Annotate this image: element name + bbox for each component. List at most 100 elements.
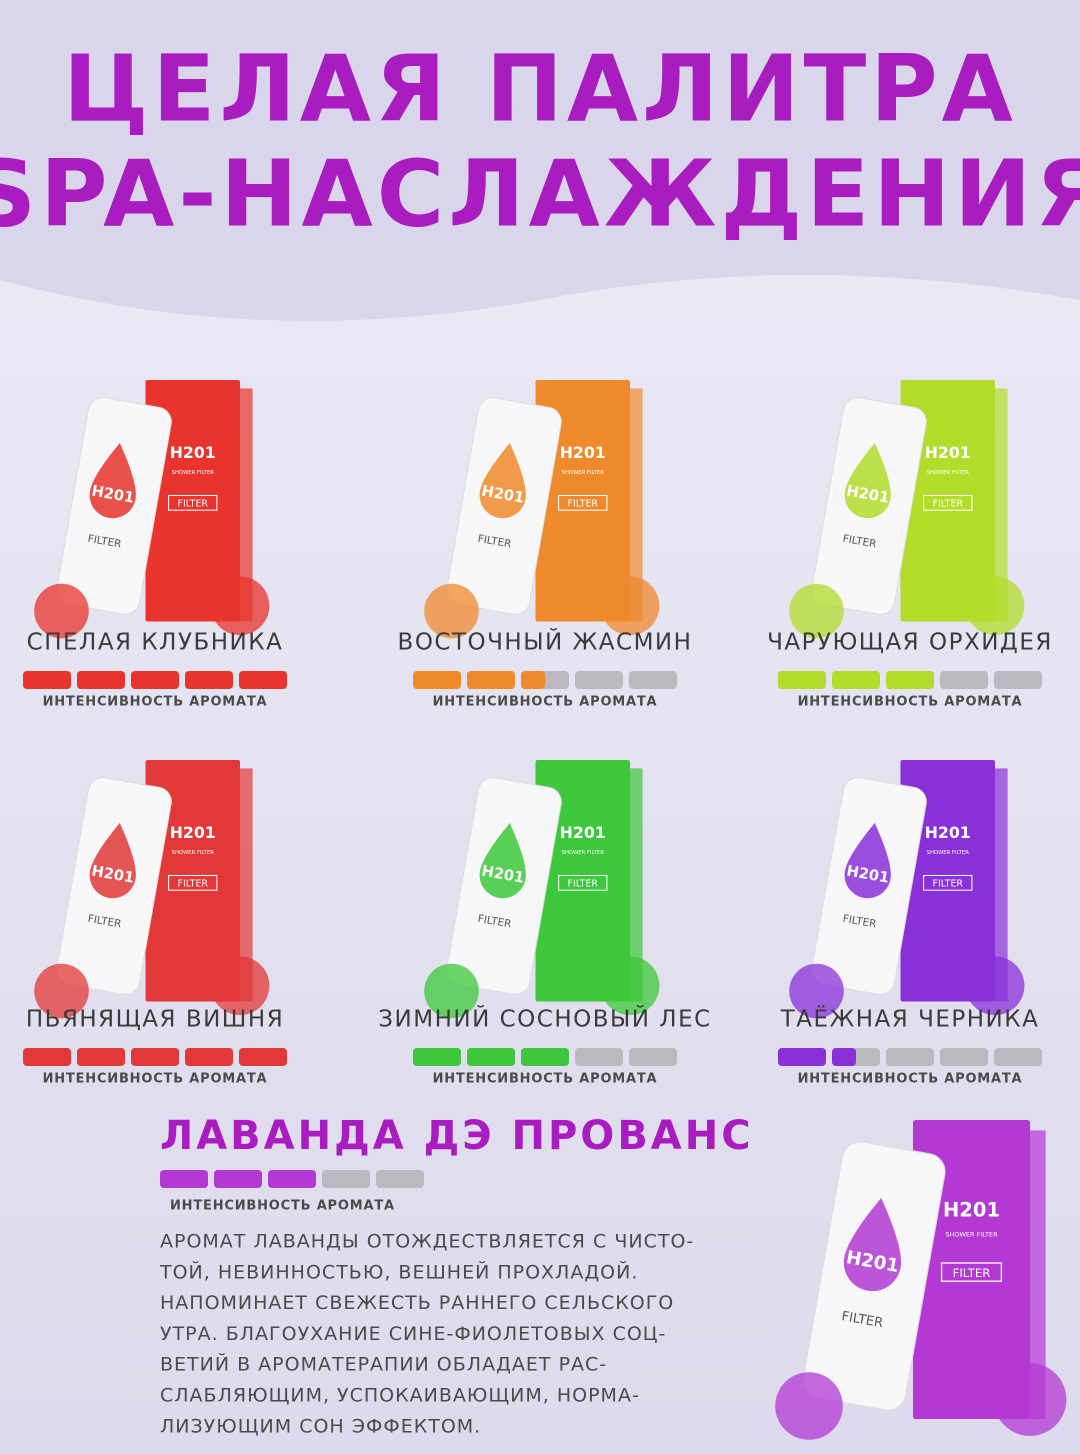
box-filter: FILTER <box>933 498 964 509</box>
cartridge-filter: FILTER <box>842 913 877 931</box>
decoration <box>993 1363 1067 1436</box>
description-line: НАПОМИНАЕТ СВЕЖЕСТЬ РАННЕГО СЕЛЬСКОГО <box>160 1292 674 1314</box>
product-name: СПЕЛАЯ КЛУБНИКА <box>27 630 284 656</box>
intensity-fill <box>214 1170 262 1188</box>
decoration <box>34 963 89 1019</box>
intensity-fill <box>185 1048 233 1066</box>
description-line: ЛИЗУЮЩИМ СОН ЭФФЕКТОМ. <box>160 1415 481 1437</box>
intensity-fill <box>521 671 545 689</box>
intensity-fill <box>239 1048 287 1066</box>
featured-name: ЛАВАНДА ДЭ ПРОВАНС <box>160 1113 754 1159</box>
product-name: ПЬЯНЯЩАЯ ВИШНЯ <box>26 1007 284 1033</box>
box-filter-frame <box>558 494 608 511</box>
box-subtitle: SHOWER FILTER <box>562 850 605 856</box>
cartridge-drop <box>89 823 136 899</box>
cartridge-filter: FILTER <box>87 533 122 551</box>
box-filter-frame <box>168 494 218 511</box>
intensity-label: ИНТЕНСИВНОСТЬ АРОМАТА <box>433 695 658 710</box>
box-side <box>630 768 643 1002</box>
box-side <box>1030 1130 1046 1419</box>
description-line: ТОЙ, НЕВИННОСТЬЮ, ВЕШНЕЙ ПРОХЛАДОЙ. <box>159 1260 638 1283</box>
box-filter-frame <box>923 494 973 511</box>
intensity-label: ИНТЕНСИВНОСТЬ АРОМАТА <box>170 1199 395 1214</box>
intensity-fill <box>160 1170 208 1188</box>
intensity-fill <box>185 671 233 689</box>
intensity-label: ИНТЕНСИВНОСТЬ АРОМАТА <box>798 1072 1023 1087</box>
description-line: ВЕТИЙ В АРОМАТЕРАПИИ ОБЛАДАЕТ РАС- <box>160 1353 607 1376</box>
product-name: ТАЁЖНАЯ ЧЕРНИКА <box>780 1005 1040 1033</box>
intensity-segment <box>575 671 623 689</box>
box-brand: H201 <box>560 443 606 462</box>
product-box <box>900 760 995 1002</box>
intensity-label: ИНТЕНСИВНОСТЬ АРОМАТА <box>798 695 1023 710</box>
box-brand: H201 <box>925 443 971 462</box>
cartridge-drop <box>843 1198 902 1292</box>
intensity-fill <box>467 1048 515 1066</box>
intensity-fill <box>23 671 71 689</box>
description-line: УТРА. БЛАГОУХАНИЕ СИНЕ-ФИОЛЕТОВЫХ СОЦ- <box>160 1323 666 1345</box>
box-filter: FILTER <box>178 878 209 889</box>
intensity-fill <box>77 671 125 689</box>
intensity-segment <box>376 1170 424 1188</box>
intensity-fill <box>467 671 515 689</box>
intensity-segment <box>629 1048 677 1066</box>
box-subtitle: SHOWER FILTER <box>927 850 970 856</box>
box-filter: FILTER <box>568 498 599 509</box>
decoration <box>210 576 270 636</box>
intensity-fill <box>832 671 880 689</box>
cartridge-filter: FILTER <box>840 1309 884 1331</box>
decoration <box>210 956 270 1016</box>
intensity-segment <box>940 1048 988 1066</box>
decoration <box>600 576 660 636</box>
title-line: ЦЕЛАЯ ПАЛИТРА <box>63 35 1017 142</box>
box-side <box>995 768 1008 1002</box>
cartridge-drop <box>844 443 891 519</box>
intensity-fill <box>886 671 934 689</box>
box-side <box>630 388 643 622</box>
intensity-fill <box>413 671 461 689</box>
intensity-fill <box>77 1048 125 1066</box>
cartridge-drop <box>479 823 526 899</box>
intensity-segment <box>940 671 988 689</box>
intensity-fill <box>778 671 826 689</box>
decoration <box>965 956 1025 1016</box>
decoration <box>789 963 844 1019</box>
intensity-label: ИНТЕНСИВНОСТЬ АРОМАТА <box>43 1072 268 1087</box>
intensity-segment <box>575 1048 623 1066</box>
box-brand: H201 <box>170 823 216 842</box>
box-brand: H201 <box>560 823 606 842</box>
intensity-segment <box>322 1170 370 1188</box>
box-brand: H201 <box>170 443 216 462</box>
product-name: ЗИМНИЙ СОСНОВЫЙ ЛЕС <box>378 1005 711 1033</box>
box-brand: H201 <box>925 823 971 842</box>
cartridge-filter: FILTER <box>87 913 122 931</box>
decoration <box>34 583 89 639</box>
cartridge-drop <box>89 443 136 519</box>
product-box <box>900 380 995 622</box>
product-box <box>145 380 240 622</box>
box-side <box>239 388 253 622</box>
decoration <box>965 576 1025 636</box>
intensity-fill <box>521 1048 569 1066</box>
box-filter: FILTER <box>933 878 964 889</box>
product-name: ЧАРУЮЩАЯ ОРХИДЕЯ <box>767 630 1053 656</box>
description-line: СЛАБЛЯЮЩИМ, УСПОКАИВАЮЩИМ, НОРМА- <box>160 1385 640 1407</box>
cartridge-drop <box>479 443 526 519</box>
intensity-label: ИНТЕНСИВНОСТЬ АРОМАТА <box>43 695 268 710</box>
box-filter: FILTER <box>568 878 599 889</box>
cartridge-drop <box>844 823 891 899</box>
header-wave <box>0 0 1080 321</box>
box-filter-frame <box>558 874 608 891</box>
box-filter-frame <box>940 1262 1003 1282</box>
intensity-fill <box>131 671 179 689</box>
intensity-fill <box>239 671 287 689</box>
box-filter: FILTER <box>178 498 209 509</box>
cartridge-filter: FILTER <box>842 533 877 551</box>
box-subtitle: SHOWER FILTER <box>945 1230 998 1238</box>
intensity-segment <box>994 1048 1042 1066</box>
